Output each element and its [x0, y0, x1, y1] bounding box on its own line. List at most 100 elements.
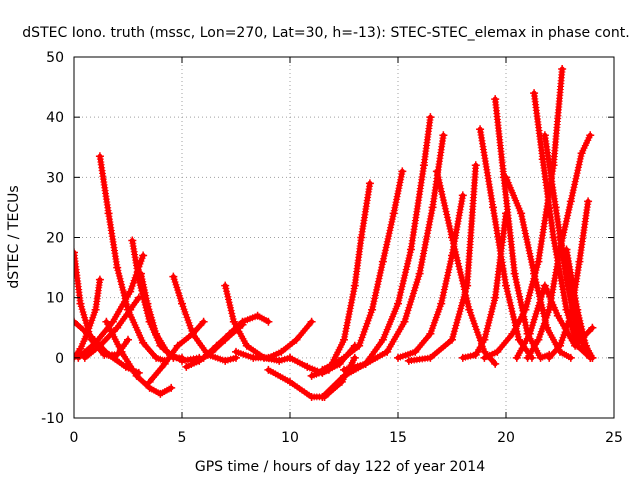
data-point: [145, 377, 154, 386]
data-point: [588, 353, 597, 362]
data-point: [415, 269, 424, 278]
series-arc-14: [221, 281, 294, 365]
data-point: [480, 353, 489, 362]
data-point: [350, 353, 359, 362]
data-point: [514, 335, 523, 344]
data-point: [225, 329, 234, 338]
data-point: [350, 281, 359, 290]
data-point: [277, 347, 286, 356]
data-point: [104, 350, 113, 359]
data-point: [74, 248, 78, 257]
data-point: [188, 329, 197, 338]
data-point: [566, 311, 575, 320]
data-point: [307, 317, 316, 326]
data-point: [113, 263, 122, 272]
data-point: [523, 353, 532, 362]
data-point: [340, 365, 348, 374]
data-point: [307, 392, 316, 401]
data-point: [156, 389, 165, 398]
data-point: [182, 362, 191, 371]
data-point: [199, 317, 208, 326]
data-point: [249, 353, 258, 362]
data-point: [117, 347, 126, 356]
data-point: [534, 257, 543, 266]
data-point: [398, 167, 407, 176]
data-point: [128, 236, 137, 245]
data-point: [536, 353, 545, 362]
data-point: [167, 383, 176, 392]
data-point: [383, 347, 392, 356]
data-point: [132, 371, 141, 380]
data-point: [538, 155, 547, 164]
data-point: [588, 323, 597, 332]
data-point: [432, 167, 441, 176]
data-point: [368, 305, 377, 314]
series-arc-9: [136, 269, 204, 365]
data-point: [178, 356, 186, 365]
data-point: [521, 305, 530, 314]
data-point: [318, 392, 327, 401]
data-point: [136, 269, 145, 278]
data-point: [411, 347, 420, 356]
data-point: [471, 350, 480, 359]
data-point: [400, 317, 409, 326]
y-tick-label: 30: [46, 170, 64, 186]
data-point: [253, 311, 262, 320]
series-arc-35: [562, 245, 597, 362]
series-arc-21: [340, 131, 448, 374]
data-point: [562, 245, 571, 254]
data-point: [493, 347, 502, 356]
y-tick-label: 10: [46, 291, 64, 307]
data-point: [502, 173, 510, 182]
data-point: [512, 353, 521, 362]
data-point: [517, 209, 526, 218]
series-arc-7: [102, 317, 176, 398]
data-point: [80, 353, 89, 362]
series-arc-18: [307, 179, 374, 380]
data-point: [419, 161, 428, 170]
data-point: [458, 353, 467, 362]
y-tick-label: 50: [46, 50, 64, 66]
data-point: [340, 335, 348, 344]
data-point: [545, 305, 554, 314]
y-tick-label: -10: [41, 411, 64, 427]
series-layer: [74, 65, 597, 401]
data-point: [491, 359, 500, 368]
data-point: [426, 329, 435, 338]
data-point: [361, 359, 370, 368]
data-point: [221, 281, 230, 290]
data-point: [124, 335, 132, 344]
data-point: [502, 281, 510, 290]
data-point: [139, 338, 148, 347]
data-point: [378, 257, 387, 266]
data-point: [437, 299, 446, 308]
data-point: [540, 281, 549, 290]
data-point: [566, 197, 575, 206]
data-point: [566, 353, 575, 362]
data-point: [229, 317, 238, 326]
data-point: [139, 251, 148, 260]
data-point: [102, 317, 111, 326]
data-point: [238, 317, 247, 326]
data-point: [540, 131, 549, 140]
data-point: [303, 362, 312, 371]
y-tick-label: 40: [46, 110, 64, 126]
data-point: [143, 299, 152, 308]
data-point: [428, 203, 437, 212]
data-point: [426, 353, 435, 362]
data-point: [406, 245, 415, 254]
data-point: [76, 344, 85, 353]
data-point: [221, 356, 230, 365]
data-point: [91, 305, 100, 314]
data-point: [242, 341, 251, 350]
data-point: [551, 203, 560, 212]
chart-title: dSTEC Iono. truth (mssc, Lon=270, Lat=30…: [22, 25, 629, 41]
data-point: [389, 209, 398, 218]
data-point: [491, 95, 500, 104]
data-point: [575, 257, 584, 266]
data-point: [173, 341, 182, 350]
data-point: [530, 269, 539, 278]
data-point: [160, 359, 169, 368]
x-tick-label: 10: [281, 430, 299, 446]
data-point: [404, 356, 413, 365]
